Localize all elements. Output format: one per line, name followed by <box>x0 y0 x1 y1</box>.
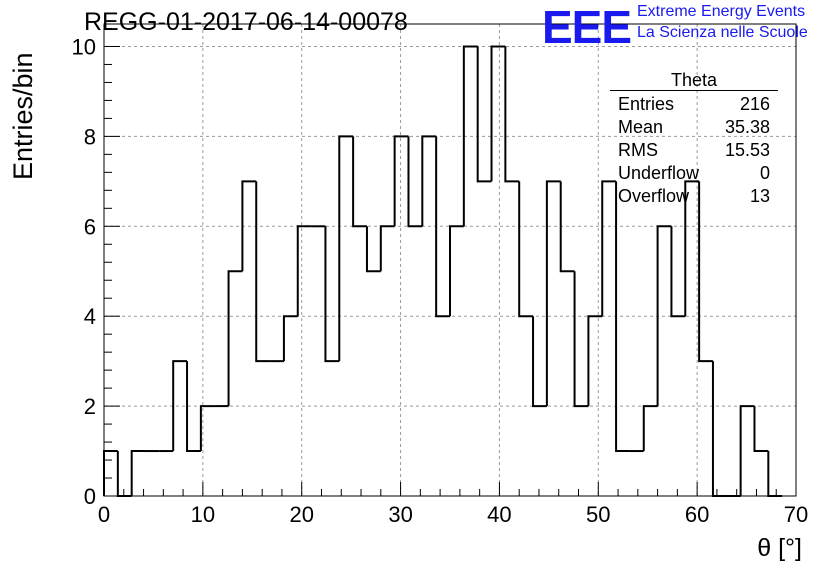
stats-value: 0 <box>759 163 770 183</box>
stats-row-mean: Mean 35.38 <box>610 116 778 139</box>
x-tick-label: 50 <box>586 502 610 527</box>
y-tick-label: 0 <box>84 484 96 509</box>
histogram-bin <box>753 406 769 453</box>
histogram-bin <box>504 46 520 183</box>
x-tick-label: 0 <box>98 502 110 527</box>
eee-logo-mark: EEE <box>542 1 632 53</box>
chart-title: REGG-01-2017-06-14-00078 <box>84 8 408 36</box>
y-tick-label: 6 <box>84 214 96 239</box>
histogram-bin <box>656 225 672 407</box>
y-tick-label: 4 <box>84 304 96 329</box>
histogram-bin <box>324 226 340 363</box>
histogram-bin <box>365 226 381 273</box>
histogram-bin <box>490 45 506 182</box>
stats-value: 13 <box>749 186 770 206</box>
histogram-bin <box>296 225 312 317</box>
histogram-bin <box>711 361 727 497</box>
histogram-bin <box>684 180 700 317</box>
stats-label: Entries <box>618 94 675 114</box>
y-tick-label: 10 <box>72 34 96 59</box>
histogram-bin <box>767 451 783 497</box>
stats-label: Overflow <box>618 186 690 206</box>
histogram-bin <box>338 135 354 362</box>
x-axis-label: θ [°] <box>757 534 802 562</box>
stats-value: 35.38 <box>724 117 770 137</box>
histogram-bin <box>449 225 464 317</box>
histogram-bin <box>130 450 146 496</box>
histogram-bin <box>698 181 713 363</box>
histogram-bin <box>199 405 215 452</box>
y-axis-label: Entries/bin <box>8 52 38 180</box>
histogram-bin <box>407 136 423 228</box>
y-tick-label: 8 <box>84 124 96 149</box>
x-tick-label: 20 <box>289 502 313 527</box>
y-tick-label: 2 <box>84 394 96 419</box>
histogram-bin <box>462 45 478 227</box>
stats-box: Theta Entries 216 Mean 35.38 RMS 15.53 U… <box>610 70 778 208</box>
histogram-bin <box>352 136 367 228</box>
x-tick-label: 30 <box>388 502 412 527</box>
stats-row-overflow: Overflow 13 <box>610 185 778 208</box>
histogram-bin <box>172 360 188 452</box>
stats-value: 216 <box>739 94 770 114</box>
histogram-bin <box>103 450 118 496</box>
histogram-bin <box>476 46 492 183</box>
x-tick-label: 70 <box>784 502 808 527</box>
x-tick-label: 40 <box>487 502 511 527</box>
x-tick-label: 10 <box>191 502 215 527</box>
histogram-bin <box>545 180 561 407</box>
histogram-bin <box>532 316 547 408</box>
stats-row-entries: Entries 216 <box>610 93 778 116</box>
histogram-bin <box>227 270 243 407</box>
histogram-bin <box>241 180 257 272</box>
histogram-bin <box>393 135 409 227</box>
histogram-bin <box>186 361 201 453</box>
histogram-bin <box>518 181 534 318</box>
histogram-bin <box>642 405 658 452</box>
histogram-bin <box>255 181 271 363</box>
stats-value: 15.53 <box>724 140 770 160</box>
eee-logo-line1: Extreme Energy Events <box>637 3 806 20</box>
histogram-bin <box>601 180 617 317</box>
histogram-bin <box>379 225 395 272</box>
histogram-bin <box>421 135 437 227</box>
histogram-bin <box>573 271 589 408</box>
stats-title: Theta <box>610 70 778 91</box>
plot-frame <box>103 23 797 497</box>
histogram-bin <box>435 136 450 318</box>
histogram-bin <box>615 181 630 453</box>
histogram-bin <box>116 451 132 497</box>
stats-label: RMS <box>618 140 658 160</box>
histogram-bin <box>670 226 686 318</box>
stats-row-underflow: Underflow 0 <box>610 162 778 185</box>
stats-label: Underflow <box>618 163 700 183</box>
stats-label: Mean <box>618 117 664 137</box>
histogram-bin <box>587 315 603 407</box>
histogram-bin <box>282 315 298 362</box>
x-tick-label: 60 <box>685 502 709 527</box>
eee-logo-line2: La Scienza nelle Scuole <box>637 24 808 41</box>
histogram-bin <box>559 181 575 273</box>
histogram-bin <box>739 405 755 496</box>
stats-row-rms: RMS 15.53 <box>610 139 778 162</box>
